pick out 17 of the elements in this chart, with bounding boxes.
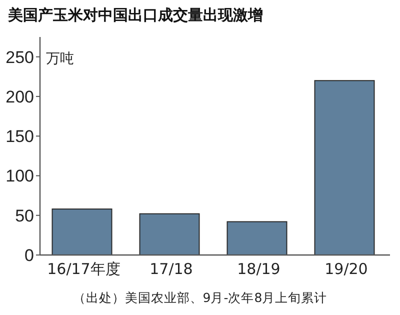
y-tick-label: 200 [6,87,34,106]
x-tick-label: 16/17年度 [47,260,120,278]
y-tick-label: 50 [15,206,34,226]
y-tick-label: 100 [6,166,34,186]
bar [139,213,200,256]
x-tick-label: 19/20 [324,260,368,278]
x-tick-label: 17/18 [150,260,193,278]
x-tick-label: 18/19 [237,260,280,278]
chart-title: 美国产玉米对中国出口成交量出现激增 [7,6,263,24]
bar [314,80,375,256]
bar [52,208,112,256]
bar [226,221,288,256]
y-tick-label: 150 [6,127,34,146]
text: （出处）美国农业部、9月-次年8月上旬累计 [72,290,328,305]
y-axis-title: 万吨 [46,50,74,67]
y-tick-label: 0 [24,246,34,265]
y-tick-label: 250 [6,48,34,67]
